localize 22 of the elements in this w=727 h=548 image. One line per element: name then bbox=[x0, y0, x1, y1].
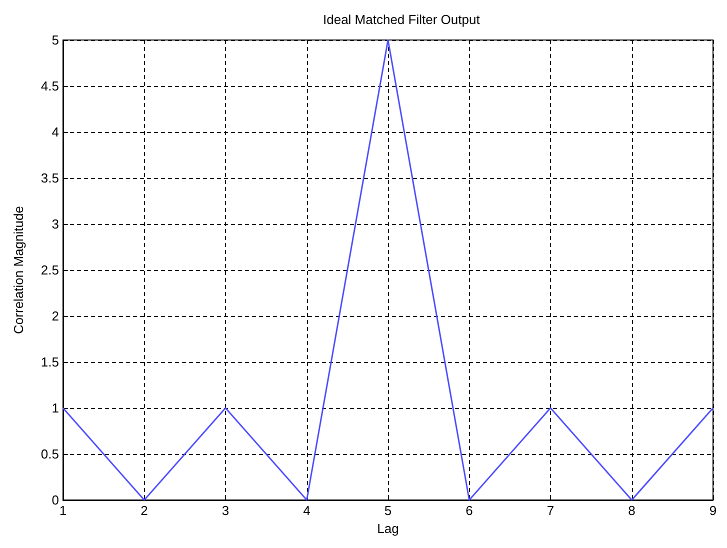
x-tick-label: 7 bbox=[546, 503, 554, 518]
x-axis-title: Lag bbox=[377, 521, 399, 536]
y-tick-label: 0 bbox=[52, 492, 59, 508]
x-tick-label: 3 bbox=[222, 503, 230, 518]
y-tick-label: 4 bbox=[52, 124, 59, 140]
y-tick-label: 1.5 bbox=[40, 354, 59, 370]
y-axis-title: Correlation Magnitude bbox=[11, 206, 26, 334]
x-tick-label: 2 bbox=[140, 503, 148, 518]
y-tick-label: 4.5 bbox=[40, 78, 59, 94]
x-tick-label: 9 bbox=[709, 503, 717, 518]
x-tick-label: 4 bbox=[303, 503, 310, 518]
x-tick-label: 5 bbox=[384, 503, 392, 518]
y-tick-label: 2 bbox=[52, 308, 59, 324]
x-tick-label: 6 bbox=[466, 503, 473, 518]
y-tick-label: 1 bbox=[52, 400, 59, 416]
chart-title: Ideal Matched Filter Output bbox=[323, 12, 480, 27]
y-tick-label: 0.5 bbox=[40, 446, 59, 462]
y-tick-label: 3 bbox=[52, 216, 59, 232]
y-tick-label: 3.5 bbox=[40, 170, 59, 186]
y-tick-label: 2.5 bbox=[40, 262, 59, 278]
y-tick-label: 5 bbox=[52, 32, 59, 48]
x-tick-label: 8 bbox=[628, 503, 636, 518]
